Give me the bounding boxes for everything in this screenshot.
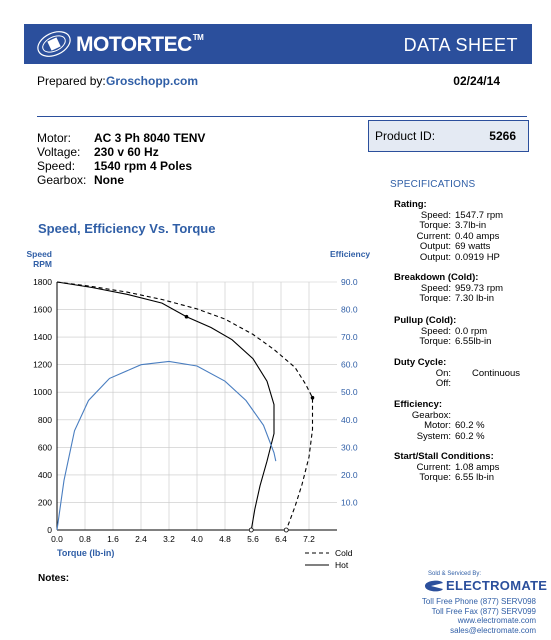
fax-line: Toll Free Fax (877) SERV099 [431, 606, 536, 616]
y-tick-label-right: 30.0 [341, 442, 358, 452]
y-tick-label-right: 10.0 [341, 497, 358, 507]
marker-hot [184, 314, 189, 319]
x-tick-label: 4.0 [191, 534, 203, 544]
y-tick-label-right: 50.0 [341, 387, 358, 397]
x-tick-label: 1.6 [107, 534, 119, 544]
gearbox-row: Gearbox: None [37, 173, 124, 187]
product-id-box: Product ID: 5266 [368, 120, 529, 152]
notes-label: Notes: [38, 573, 70, 584]
spec-rating: Rating: Speed: 1547.7 rpm Torque: 3.7lb-in… [394, 199, 504, 263]
sold-by-label: Sold & Serviced By: [428, 571, 482, 577]
voltage-row: Voltage: 230 v 60 Hz [37, 145, 159, 159]
prepared-by-label: Prepared by: [37, 74, 106, 88]
document-title: DATA SHEET [403, 35, 518, 55]
spec-breakdown: Breakdown (Cold): Speed: 959.73 rpm Torqu… [394, 272, 504, 304]
legend-label-hot: Hot [335, 560, 349, 570]
motortec-logo-icon [37, 31, 71, 57]
x-tick-label: 2.4 [135, 534, 147, 544]
specifications-title: SPECIFICATIONS [390, 179, 476, 190]
y-tick-label-right: 60.0 [341, 360, 358, 370]
product-id-value: 5266 [489, 129, 516, 143]
y-tick-label-left: 600 [38, 442, 52, 452]
y-tick-label-left: 400 [38, 470, 52, 480]
y-tick-label-left: 1800 [33, 277, 52, 287]
series-line-cold [56, 281, 314, 531]
spec-duty-cycle: Duty Cycle: On: Continuous Off: [394, 357, 521, 389]
phone-line: Toll Free Phone (877) SERV098 [421, 597, 536, 606]
distributor-contact: Toll Free Phone (877) SERV098 Toll Free … [422, 597, 536, 635]
x-tick-label: 6.4 [275, 534, 287, 544]
y-tick-label-right: 40.0 [341, 415, 358, 425]
x-tick-label: 5.6 [247, 534, 259, 544]
y-tick-label-left: 200 [38, 497, 52, 507]
x-tick-label: 3.2 [163, 534, 175, 544]
x-tick-label: 4.8 [219, 534, 231, 544]
series-end-point [283, 527, 289, 533]
y-tick-label-right: 70.0 [341, 332, 358, 342]
speed-row: Speed: 1540 rpm 4 Poles [37, 159, 193, 173]
y-tick-label-left: 1000 [33, 387, 52, 397]
legend-label-cold: Cold [335, 548, 353, 558]
y-tick-label-right: 90.0 [341, 277, 358, 287]
header-banner: MOTORTECTM DATA SHEET [24, 24, 532, 64]
x-tick-label: 0.0 [51, 534, 63, 544]
y-tick-label-left: 1600 [33, 305, 52, 315]
product-id-label: Product ID: [375, 129, 436, 143]
y-axis-label-left-unit: RPM [33, 259, 52, 269]
y-tick-label-left: 0 [47, 525, 52, 535]
document-date: 02/24/14 [453, 74, 500, 88]
spec-efficiency: Efficiency: Gearbox: Motor: 60.2 % System… [394, 399, 485, 442]
website-link[interactable]: www.electromate.com [457, 616, 536, 625]
motor-row: Motor: AC 3 Ph 8040 TENV [37, 131, 206, 145]
speed-efficiency-torque-chart: 0 200 400 600 800 1000 1200 1400 1600 1800 10.0 20.… [26, 249, 370, 570]
x-tick-label: 7.2 [303, 534, 315, 544]
y-tick-label-left: 800 [38, 415, 52, 425]
x-tick-label: 0.8 [79, 534, 91, 544]
motor-info: Motor: AC 3 Ph 8040 TENV Voltage: 230 v 60… [37, 131, 205, 187]
marker-cold [310, 395, 315, 400]
chart-title: Speed, Efficiency Vs. Torque [38, 221, 216, 236]
x-axis-label: Torque (lb-in) [57, 548, 114, 558]
header-divider [37, 116, 527, 117]
brand-logo-text: MOTORTECTM [76, 33, 204, 56]
spec-pullup: Pullup (Cold): Speed: 0.0 rpm Torque: 6.55… [394, 315, 492, 347]
electromate-logo-icon [425, 580, 443, 592]
spec-start-stall: Start/Stall Conditions: Current: 1.08 amp… [394, 451, 500, 483]
y-axis-label-left: Speed [26, 249, 52, 259]
email-link[interactable]: sales@electromate.com [450, 625, 536, 635]
series-end-point [248, 527, 254, 533]
y-axis-label-right: Efficiency [330, 249, 370, 259]
series-line-efficiency [56, 360, 277, 531]
series-line-hot [56, 281, 275, 531]
prepared-by-link[interactable]: Groschopp.com [106, 74, 199, 88]
y-tick-label-left: 1400 [33, 332, 52, 342]
y-tick-label-right: 80.0 [341, 305, 358, 315]
electromate-name: ELECTROMATE [446, 578, 548, 593]
y-tick-label-left: 1200 [33, 360, 52, 370]
y-tick-label-right: 20.0 [341, 470, 358, 480]
